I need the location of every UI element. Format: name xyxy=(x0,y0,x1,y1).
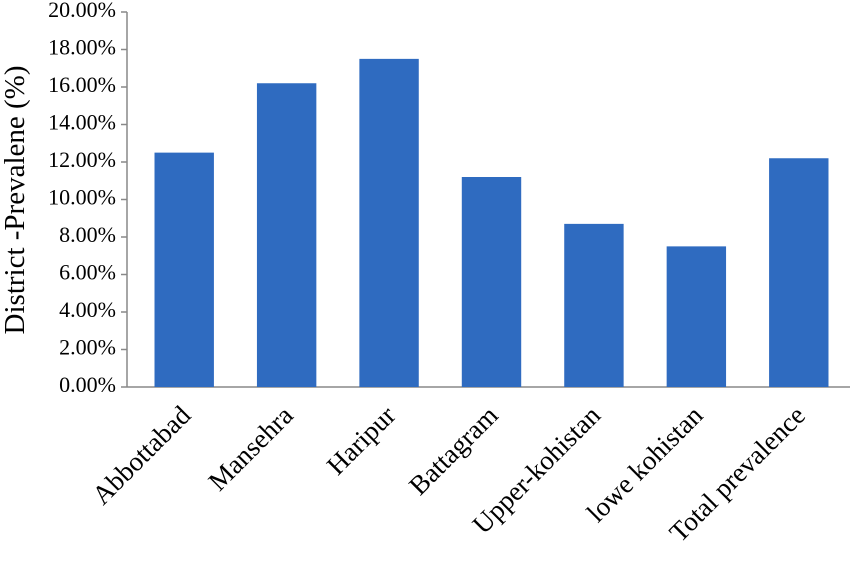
y-tick-label: 20.00% xyxy=(48,0,116,22)
x-tick-label: Battagram xyxy=(403,400,504,501)
y-axis-label: District -Prevalene (%) xyxy=(0,66,31,335)
y-tick-label: 6.00% xyxy=(59,260,116,285)
y-tick-label: 4.00% xyxy=(59,297,116,322)
bar xyxy=(154,152,214,387)
bar xyxy=(256,83,317,387)
y-tick-label: 18.00% xyxy=(48,35,116,60)
y-tick-label: 8.00% xyxy=(59,222,116,247)
bar xyxy=(666,246,727,387)
bar xyxy=(564,223,624,387)
y-tick-label: 10.00% xyxy=(48,185,116,210)
y-tick-label: 0.00% xyxy=(59,372,116,397)
x-tick-label: Abbottabad xyxy=(86,400,197,511)
x-tick-label: Mansehra xyxy=(202,400,299,497)
bar xyxy=(461,177,522,387)
y-tick-label: 14.00% xyxy=(48,110,116,135)
bar xyxy=(359,58,419,387)
bar xyxy=(769,158,829,387)
y-tick-label: 16.00% xyxy=(48,72,116,97)
x-tick-label: Haripur xyxy=(321,400,402,481)
y-tick-label: 2.00% xyxy=(59,335,116,360)
y-tick-label: 12.00% xyxy=(48,147,116,172)
